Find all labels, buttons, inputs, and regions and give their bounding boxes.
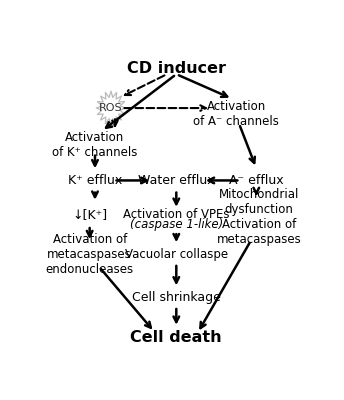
Text: ROS: ROS [99,103,123,113]
Text: Mitochondrial
dysfunction
Activation of
metacaspases: Mitochondrial dysfunction Activation of … [217,188,301,246]
Text: CD inducer: CD inducer [127,60,226,76]
Text: Activation
of K⁺ channels: Activation of K⁺ channels [52,131,138,159]
Text: Water efflux: Water efflux [138,174,215,187]
Text: A⁻ efflux: A⁻ efflux [229,174,283,187]
Text: K⁺ efflux: K⁺ efflux [68,174,122,187]
Text: ↓[K⁺]: ↓[K⁺] [72,208,107,221]
Text: Activation
of A⁻ channels: Activation of A⁻ channels [193,100,279,128]
Text: Cell shrinkage: Cell shrinkage [132,291,221,304]
Text: Activation of VPEs: Activation of VPEs [123,208,229,222]
Text: Activation of
metacaspases
endonucleases: Activation of metacaspases endonucleases [46,233,134,276]
Text: Cell death: Cell death [130,330,222,345]
Text: Vacuolar collaspe: Vacuolar collaspe [125,248,228,261]
Text: (caspase 1-like): (caspase 1-like) [130,218,223,231]
